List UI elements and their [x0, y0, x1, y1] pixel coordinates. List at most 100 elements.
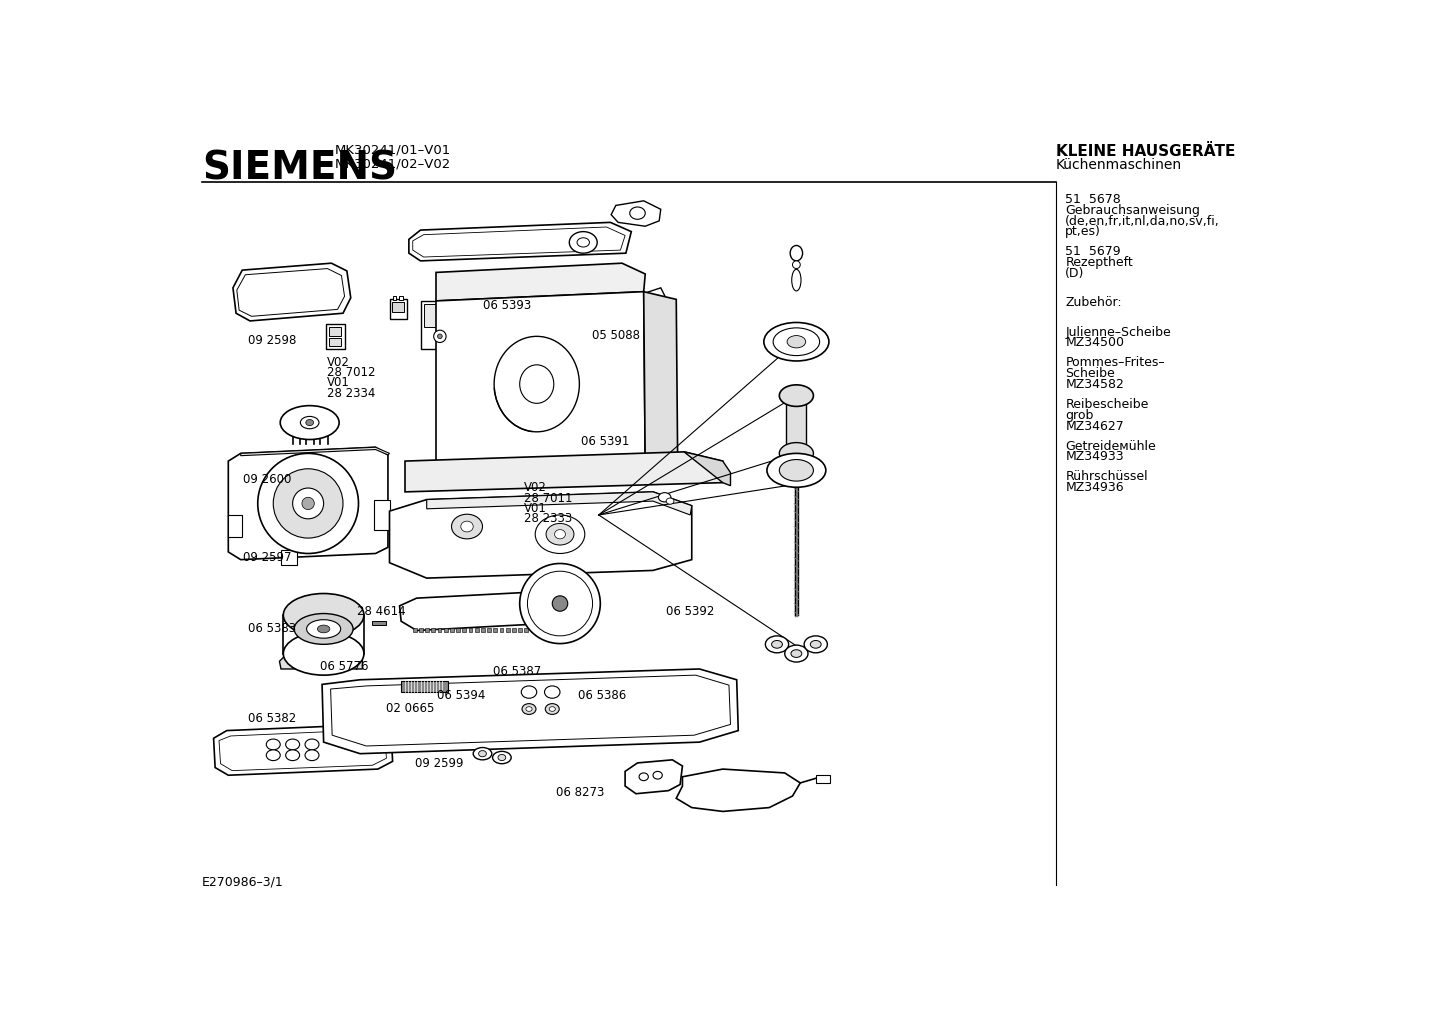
Bar	[482, 628, 485, 632]
Ellipse shape	[545, 686, 559, 698]
Polygon shape	[624, 760, 682, 794]
Text: V02: V02	[327, 356, 350, 369]
Ellipse shape	[283, 632, 363, 676]
Bar	[392, 302, 404, 313]
Ellipse shape	[495, 336, 580, 432]
Text: Rezeptheft: Rezeptheft	[1066, 256, 1133, 269]
Text: 09 2599: 09 2599	[415, 757, 464, 770]
Bar	[421, 301, 459, 348]
Polygon shape	[427, 492, 692, 515]
Bar	[499, 628, 503, 632]
Ellipse shape	[306, 420, 313, 426]
Bar	[487, 628, 492, 632]
Ellipse shape	[547, 524, 574, 545]
Ellipse shape	[306, 739, 319, 750]
Ellipse shape	[577, 237, 590, 247]
Bar	[518, 628, 522, 632]
Polygon shape	[228, 447, 388, 559]
Polygon shape	[611, 201, 660, 226]
Text: 28 2334: 28 2334	[327, 387, 375, 399]
Ellipse shape	[258, 453, 359, 553]
Bar	[389, 300, 407, 319]
Polygon shape	[241, 447, 389, 455]
Ellipse shape	[779, 442, 813, 465]
Ellipse shape	[549, 707, 555, 711]
Text: 06 8273: 06 8273	[555, 786, 604, 799]
Ellipse shape	[810, 641, 820, 648]
Bar	[281, 549, 297, 565]
Ellipse shape	[283, 593, 363, 637]
Ellipse shape	[294, 613, 353, 644]
Bar	[326, 324, 345, 348]
Bar	[373, 499, 389, 530]
Polygon shape	[412, 227, 624, 257]
Ellipse shape	[273, 469, 343, 538]
Ellipse shape	[461, 521, 473, 532]
Ellipse shape	[793, 261, 800, 269]
Ellipse shape	[519, 365, 554, 404]
Text: MK30241/02–V02: MK30241/02–V02	[335, 158, 451, 171]
Bar	[444, 628, 447, 632]
Ellipse shape	[779, 385, 813, 407]
Ellipse shape	[653, 771, 662, 780]
Ellipse shape	[280, 406, 339, 439]
Polygon shape	[322, 669, 738, 754]
Polygon shape	[280, 652, 362, 669]
Ellipse shape	[451, 515, 483, 539]
Bar	[425, 628, 430, 632]
Ellipse shape	[552, 596, 568, 611]
Polygon shape	[405, 451, 722, 492]
Text: 06 5776: 06 5776	[320, 660, 369, 673]
Text: MZ34500: MZ34500	[1066, 336, 1125, 350]
Ellipse shape	[493, 751, 510, 763]
Bar	[431, 628, 435, 632]
Ellipse shape	[792, 269, 800, 290]
Ellipse shape	[286, 750, 300, 760]
Ellipse shape	[526, 707, 532, 711]
Bar	[536, 628, 541, 632]
Text: KLEINE HAUSGERÄTE: KLEINE HAUSGERÄTE	[1056, 144, 1236, 159]
Text: V02: V02	[525, 481, 548, 494]
Text: 06 5394: 06 5394	[437, 689, 486, 702]
Text: 28 7011: 28 7011	[525, 491, 572, 504]
Text: 28 4614: 28 4614	[356, 605, 405, 618]
Ellipse shape	[300, 417, 319, 429]
Text: SIEMENS: SIEMENS	[202, 149, 397, 187]
Polygon shape	[435, 263, 645, 301]
Bar	[329, 338, 342, 345]
Text: 28 2333: 28 2333	[525, 513, 572, 525]
Text: MZ34936: MZ34936	[1066, 481, 1123, 494]
Text: MZ34627: MZ34627	[1066, 420, 1125, 432]
Bar	[474, 628, 479, 632]
Bar	[424, 304, 456, 327]
Text: Scheibe: Scheibe	[1066, 367, 1115, 380]
Ellipse shape	[779, 460, 813, 481]
Text: grob: grob	[1066, 409, 1093, 422]
Bar	[329, 327, 342, 336]
Bar	[372, 622, 386, 625]
Ellipse shape	[497, 754, 506, 760]
Polygon shape	[684, 451, 731, 486]
Text: 02 0665: 02 0665	[386, 701, 435, 714]
Bar	[555, 628, 559, 632]
Polygon shape	[512, 319, 548, 341]
Text: 06 5387: 06 5387	[493, 664, 541, 678]
Ellipse shape	[293, 488, 323, 519]
Ellipse shape	[521, 686, 536, 698]
Text: 06 5382: 06 5382	[248, 712, 297, 726]
Text: 06 5391: 06 5391	[581, 435, 630, 448]
Ellipse shape	[286, 739, 300, 750]
Ellipse shape	[787, 335, 806, 347]
Bar	[506, 628, 509, 632]
Text: 51  5679: 51 5679	[1066, 246, 1120, 259]
Ellipse shape	[805, 636, 828, 653]
Text: Zubehör:: Zubehör:	[1066, 297, 1122, 310]
Text: (de,en,fr,it,nl,da,no,sv,fi,: (de,en,fr,it,nl,da,no,sv,fi,	[1066, 215, 1220, 227]
Ellipse shape	[545, 704, 559, 714]
Text: 06 5393: 06 5393	[483, 299, 531, 312]
Polygon shape	[389, 492, 692, 578]
Bar	[561, 628, 565, 632]
Ellipse shape	[434, 330, 446, 342]
Ellipse shape	[307, 620, 340, 638]
Ellipse shape	[522, 704, 536, 714]
